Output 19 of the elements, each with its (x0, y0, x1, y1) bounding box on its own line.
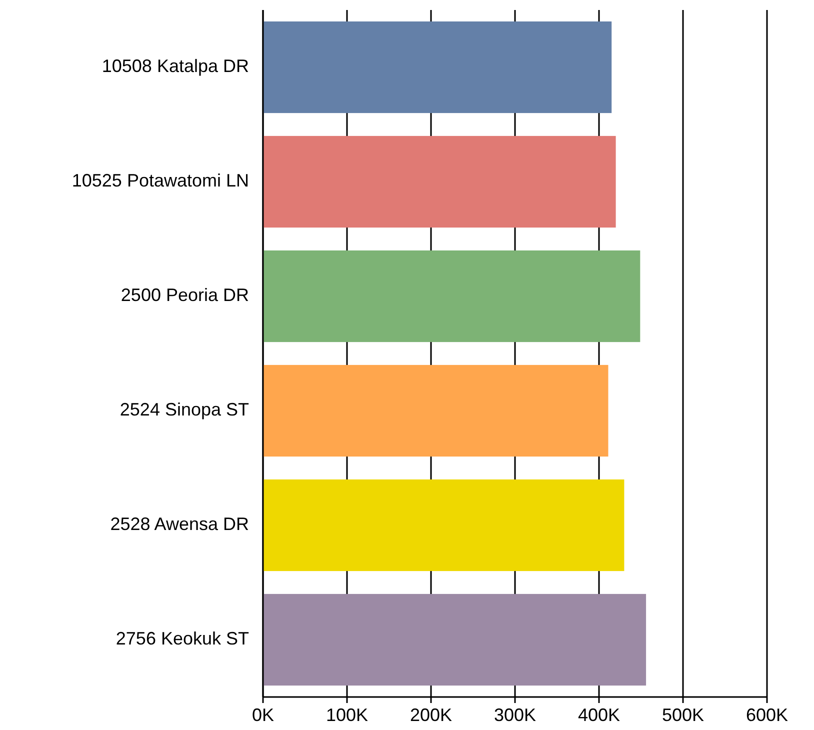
bar (263, 594, 646, 686)
x-tick-label: 400K (578, 705, 620, 725)
bar (263, 250, 640, 342)
x-tick-label: 300K (494, 705, 536, 725)
x-tick-label: 100K (326, 705, 368, 725)
y-tick-label: 10525 Potawatomi LN (72, 170, 249, 190)
x-tick-label: 500K (662, 705, 704, 725)
y-tick-label: 2756 Keokuk ST (116, 628, 249, 648)
y-tick-label: 2524 Sinopa ST (120, 400, 250, 420)
bar (263, 21, 612, 114)
bar (263, 136, 616, 228)
x-tick-label: 600K (746, 705, 788, 725)
bar (263, 364, 608, 457)
x-tick-label: 0K (252, 705, 274, 725)
x-tick-label: 200K (410, 705, 452, 725)
y-tick-label: 2500 Peoria DR (120, 285, 249, 305)
bar (263, 479, 624, 572)
y-tick-label: 2528 Awensa DR (110, 514, 249, 534)
y-tick-label: 10508 Katalpa DR (102, 56, 249, 76)
